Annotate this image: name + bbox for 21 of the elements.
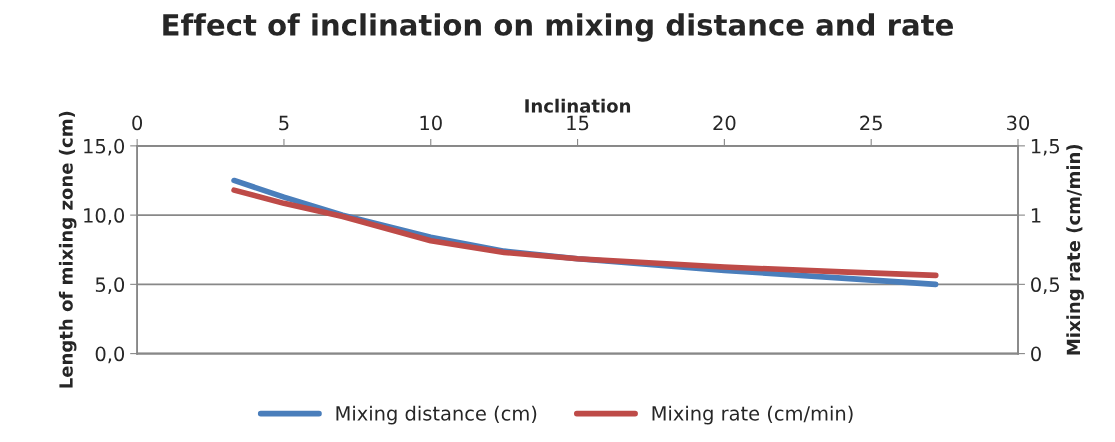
y2-tick-label: 0 (1031, 346, 1041, 362)
y-tick-label: 5,0 (95, 277, 125, 294)
y2-axis-title: Mixing rate (cm/min) (1066, 144, 1084, 355)
y2-tick-label: 0,5 (1031, 277, 1060, 294)
y-tick-label: 0,0 (95, 346, 125, 364)
chart-title: Effect of inclination on mixing distance and rate (163, 13, 953, 42)
y2-tick-label: 1 (1031, 208, 1041, 223)
y-axis-title: Length of mixing zone (cm) (58, 111, 77, 388)
y2-tick-label: 1,5 (1031, 139, 1060, 156)
x-tick-label: 5 (279, 115, 289, 131)
x-tick-label: 25 (860, 115, 882, 131)
y-tick-label: 10,0 (84, 208, 125, 225)
x-tick-label: 15 (567, 115, 589, 131)
x-axis-title: Inclination (525, 98, 631, 113)
x-tick-label: 10 (420, 115, 442, 131)
x-tick-label: 20 (713, 115, 736, 131)
legend-label: Mixing distance (cm) (336, 405, 537, 425)
x-tick-label: 30 (1007, 115, 1030, 131)
legend-label: Mixing rate (cm/min) (652, 405, 853, 425)
y-tick-label: 15,0 (84, 138, 125, 156)
x-tick-label: 0 (132, 115, 143, 131)
